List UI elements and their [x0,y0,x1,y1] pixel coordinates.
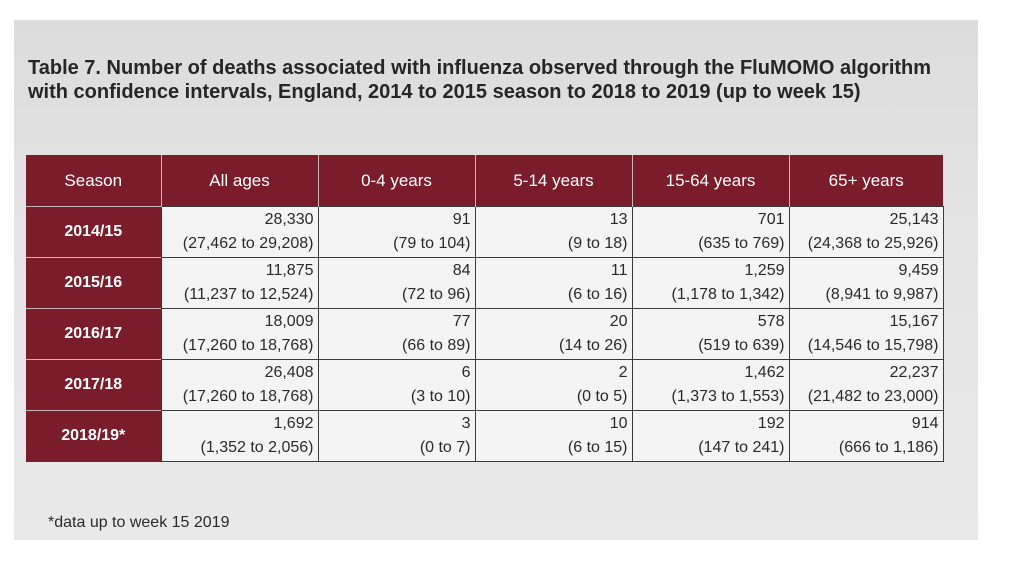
confidence-interval: (1,352 to 2,056) [200,439,314,456]
death-count: 9,459 [898,262,939,279]
document-photo: Table 7. Number of deaths associated wit… [14,20,978,540]
death-count: 11,875 [265,262,314,279]
cell-0-4-years: 6 (3 to 10) [317,359,476,411]
confidence-interval: (6 to 16) [567,286,628,303]
season-label: 2017/18 [26,359,161,411]
table-row: 2018/19* 1,692 (1,352 to 2,056) 3 (0 to 7) 10… [26,410,944,462]
death-count: 1,462 [744,364,785,381]
column-header-15-64-years: 15-64 years [631,155,789,207]
cell-5-14-years: 11 (6 to 16) [474,257,633,309]
cell-15-64-years: 192 (147 to 241) [631,410,790,462]
death-count: 28,330 [264,211,314,228]
death-count: 25,143 [889,211,939,228]
table-row: 2015/16 11,875 (11,237 to 12,524) 84 (72 to … [26,257,944,309]
death-count: 26,408 [264,364,314,381]
death-count: 77 [452,313,471,330]
cell-65-plus-years: 914 (666 to 1,186) [788,410,944,462]
death-count: 1,692 [273,415,314,432]
confidence-interval: (27,462 to 29,208) [182,235,314,252]
death-count: 3 [461,415,471,432]
confidence-interval: (1,178 to 1,342) [671,286,785,303]
column-header-all-ages: All ages [160,155,318,207]
cell-65-plus-years: 9,459 (8,941 to 9,987) [788,257,944,309]
confidence-interval: (666 to 1,186) [838,439,939,456]
confidence-interval: (9 to 18) [567,235,628,252]
season-label: 2015/16 [26,257,161,309]
confidence-interval: (0 to 7) [419,439,471,456]
death-count: 22,237 [889,364,939,381]
cell-65-plus-years: 22,237 (21,482 to 23,000) [788,359,944,411]
death-count: 2 [618,364,628,381]
confidence-interval: (11,237 to 12,524) [183,286,314,303]
deaths-table: Season All ages 0-4 years 5-14 years 15-… [26,155,944,462]
cell-5-14-years: 10 (6 to 15) [474,410,633,462]
table-body: 2014/15 28,330 (27,462 to 29,208) 91 (79 to … [26,206,944,462]
death-count: 1,259 [744,262,785,279]
cell-5-14-years: 20 (14 to 26) [474,308,633,360]
cell-65-plus-years: 25,143 (24,368 to 25,926) [788,206,944,258]
column-header-season: Season [26,155,161,207]
death-count: 91 [452,211,471,228]
cell-15-64-years: 701 (635 to 769) [631,206,790,258]
death-count: 13 [609,211,628,228]
cell-15-64-years: 1,462 (1,373 to 1,553) [631,359,790,411]
cell-all-ages: 26,408 (17,260 to 18,768) [160,359,319,411]
confidence-interval: (14 to 26) [559,337,628,354]
cell-65-plus-years: 15,167 (14,546 to 15,798) [788,308,944,360]
confidence-interval: (17,260 to 18,768) [182,388,314,405]
confidence-interval: (6 to 15) [567,439,628,456]
cell-0-4-years: 91 (79 to 104) [317,206,476,258]
table-row: 2014/15 28,330 (27,462 to 29,208) 91 (79 to … [26,206,944,258]
confidence-interval: (17,260 to 18,768) [182,337,314,354]
death-count: 192 [757,415,785,432]
cell-all-ages: 1,692 (1,352 to 2,056) [160,410,319,462]
confidence-interval: (79 to 104) [393,235,471,252]
cell-0-4-years: 84 (72 to 96) [317,257,476,309]
season-label: 2014/15 [26,206,161,258]
table-row: 2016/17 18,009 (17,260 to 18,768) 77 (66 to … [26,308,944,360]
confidence-interval: (519 to 639) [698,337,785,354]
death-count: 6 [461,364,471,381]
table-title: Table 7. Number of deaths associated wit… [28,57,932,103]
cell-0-4-years: 3 (0 to 7) [317,410,476,462]
column-header-65-plus-years: 65+ years [788,155,943,207]
confidence-interval: (24,368 to 25,926) [807,235,939,252]
confidence-interval: (3 to 10) [410,388,471,405]
column-header-5-14-years: 5-14 years [474,155,632,207]
cell-15-64-years: 1,259 (1,178 to 1,342) [631,257,790,309]
death-count: 10 [609,415,628,432]
death-count: 578 [757,313,785,330]
table-row: 2017/18 26,408 (17,260 to 18,768) 6 (3 to 10… [26,359,944,411]
cell-all-ages: 11,875 (11,237 to 12,524) [160,257,319,309]
column-header-0-4-years: 0-4 years [317,155,475,207]
confidence-interval: (0 to 5) [576,388,628,405]
death-count: 84 [452,262,471,279]
confidence-interval: (147 to 241) [698,439,785,456]
cell-all-ages: 28,330 (27,462 to 29,208) [160,206,319,258]
confidence-interval: (72 to 96) [402,286,471,303]
death-count: 11 [610,262,628,279]
confidence-interval: (66 to 89) [402,337,471,354]
cell-all-ages: 18,009 (17,260 to 18,768) [160,308,319,360]
death-count: 15,167 [889,313,939,330]
header-row: Season All ages 0-4 years 5-14 years 15-… [26,155,943,207]
death-count: 914 [911,415,939,432]
cell-5-14-years: 2 (0 to 5) [474,359,633,411]
confidence-interval: (635 to 769) [698,235,785,252]
season-label: 2018/19* [26,410,161,462]
death-count: 20 [609,313,628,330]
cell-0-4-years: 77 (66 to 89) [317,308,476,360]
cell-5-14-years: 13 (9 to 18) [474,206,633,258]
confidence-interval: (1,373 to 1,553) [671,388,785,405]
season-label: 2016/17 [26,308,161,360]
confidence-interval: (14,546 to 15,798) [807,337,939,354]
cell-15-64-years: 578 (519 to 639) [631,308,790,360]
footnote: *data up to week 15 2019 [48,514,230,531]
death-count: 701 [757,211,785,228]
confidence-interval: (21,482 to 23,000) [807,388,939,405]
confidence-interval: (8,941 to 9,987) [825,286,939,303]
death-count: 18,009 [264,313,314,330]
